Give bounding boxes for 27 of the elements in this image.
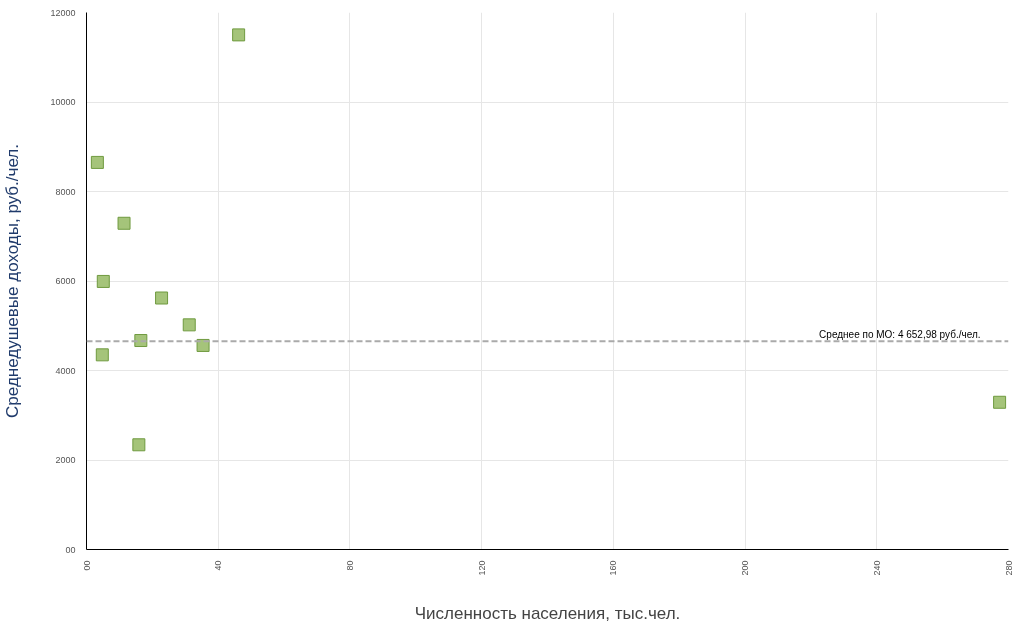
point [117,216,131,230]
y-tick-label: 8000 [55,186,76,197]
y-tick-label: 12000 [50,7,76,18]
y-tick-label: 00 [65,544,76,555]
x-tick-label: 80 [344,560,355,571]
point [90,155,104,169]
x-tick-label: 00 [81,560,92,571]
point [132,438,146,452]
x-tick-label: 240 [871,560,882,576]
point [182,318,196,332]
y-tick-label: 6000 [55,276,76,286]
ref-line-label: Среднее по МО: 4 652,98 руб./чел. [819,329,981,341]
point [232,28,246,42]
point [155,291,169,305]
point [993,395,1007,409]
x-tick-label: 40 [213,560,224,571]
x-tick-label: 280 [1003,560,1014,576]
point [96,274,110,288]
x-tick-label: 120 [476,560,487,576]
y-tick-label: 2000 [55,455,76,465]
point [95,348,109,362]
y-tick-label: 10000 [50,97,76,107]
x-axis-title: Численность населения, тыс.чел. [414,603,681,623]
x-tick-label: 160 [608,560,619,576]
y-axis-title: Среднедушевые доходы, руб./чел. [3,144,23,418]
y-tick-label: 4000 [55,365,76,376]
x-tick-label: 200 [740,560,751,576]
